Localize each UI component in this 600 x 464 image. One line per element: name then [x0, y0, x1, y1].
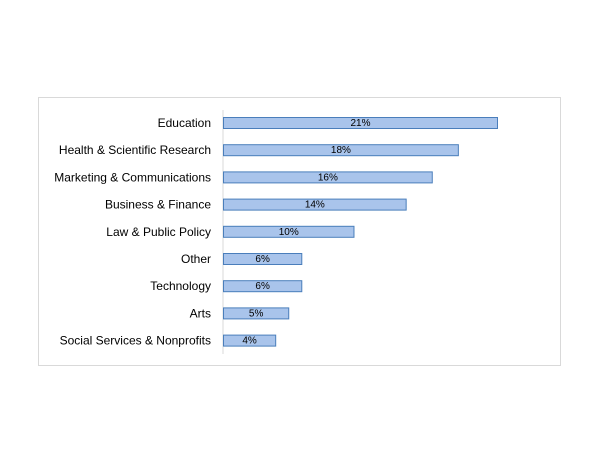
category-label: Social Services & Nonprofits — [60, 334, 211, 348]
category-label: Business & Finance — [105, 198, 211, 212]
category-label: Health & Scientific Research — [59, 143, 211, 157]
bars-group: Education 21% Health & Scientific Research… — [54, 116, 498, 348]
data-label: 14% — [305, 200, 325, 211]
data-label: 16% — [318, 172, 338, 183]
data-label: 6% — [255, 281, 270, 292]
bar — [223, 144, 459, 157]
bar — [223, 117, 498, 129]
bar — [223, 171, 433, 184]
bar — [223, 198, 407, 211]
bar — [223, 334, 277, 347]
data-label: 6% — [255, 254, 270, 265]
data-label: 18% — [331, 145, 351, 156]
bar — [223, 307, 290, 320]
category-label: Education — [158, 116, 211, 130]
category-label: Technology — [150, 279, 211, 293]
category-label: Marketing & Communications — [54, 170, 211, 184]
bar — [223, 253, 303, 265]
data-label: 4% — [242, 336, 257, 347]
data-label: 10% — [279, 227, 299, 238]
category-label: Other — [181, 252, 211, 266]
data-label: 5% — [249, 308, 264, 319]
category-label: Law & Public Policy — [106, 225, 211, 239]
bar — [223, 225, 355, 238]
bar — [223, 280, 303, 293]
category-label: Arts — [190, 306, 211, 320]
data-label: 21% — [350, 118, 370, 129]
